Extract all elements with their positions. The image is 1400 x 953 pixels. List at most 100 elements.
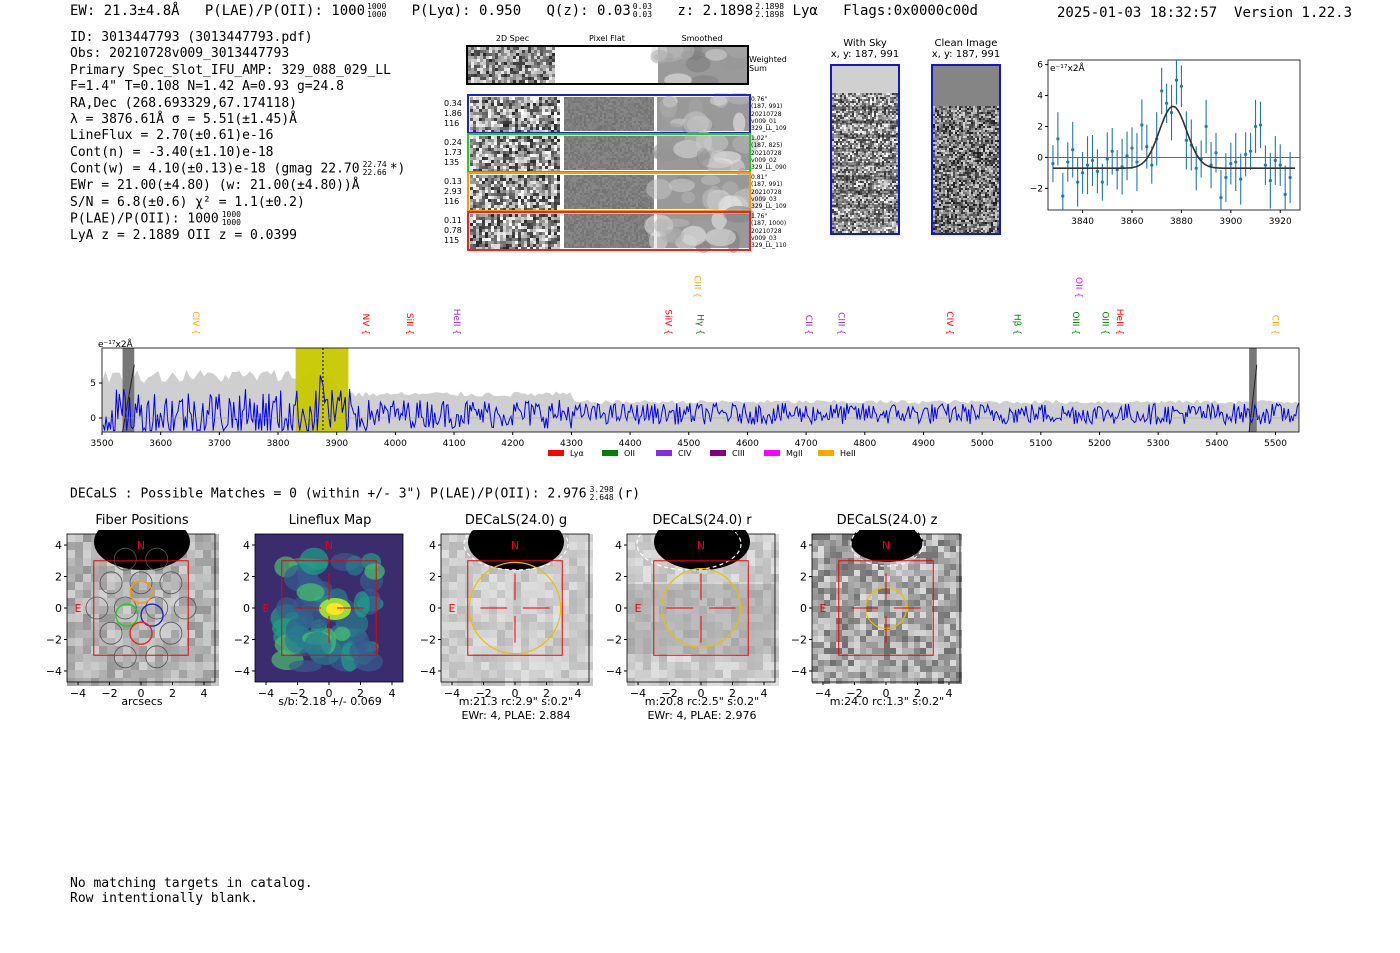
cutout-2d-pixel bbox=[557, 175, 560, 178]
cutout-flat-pixel bbox=[566, 123, 568, 125]
cutout-flat-pixel bbox=[592, 193, 594, 195]
cutout-flat-pixel bbox=[642, 156, 644, 158]
cutout-flat-pixel bbox=[596, 121, 598, 123]
cutout-2d-pixel bbox=[485, 238, 488, 241]
cutout-flat-pixel bbox=[614, 97, 616, 99]
cutout-flat-pixel bbox=[608, 115, 610, 117]
weighted-2d-pixel bbox=[483, 71, 486, 74]
cutout-flat-pixel bbox=[634, 191, 636, 193]
cutout-2d-pixel bbox=[503, 235, 506, 238]
cutout-flat-pixel bbox=[588, 181, 590, 183]
cutout-flat-pixel bbox=[618, 201, 620, 203]
cutout-2d-pixel bbox=[530, 115, 533, 118]
cutout-flat-pixel bbox=[576, 140, 578, 142]
cutout-2d-pixel bbox=[476, 217, 479, 220]
cutout-2d-pixel bbox=[530, 112, 533, 115]
cutout-flat-pixel bbox=[628, 117, 630, 119]
cutout-2d-pixel bbox=[494, 235, 497, 238]
cutout-flat-pixel bbox=[598, 179, 600, 181]
cutout-2d-pixel bbox=[518, 97, 521, 100]
cutout-2d-pixel bbox=[485, 190, 488, 193]
cutout-flat-pixel bbox=[634, 152, 636, 154]
cutout-2d-pixel bbox=[533, 115, 536, 118]
cutout-2d-pixel bbox=[509, 160, 512, 163]
cutout-flat-pixel bbox=[592, 199, 594, 201]
cutout-flat-pixel bbox=[564, 214, 566, 216]
cutout-2d-pixel bbox=[509, 157, 512, 160]
cutout-flat-pixel bbox=[594, 187, 596, 189]
cutout-flat-pixel bbox=[614, 199, 616, 201]
cutout-flat-pixel bbox=[582, 205, 584, 207]
cutout-2d-pixel bbox=[482, 241, 485, 244]
cutout-flat-pixel bbox=[592, 224, 594, 226]
cutout-flat-pixel bbox=[574, 199, 576, 201]
cutout-flat-pixel bbox=[574, 160, 576, 162]
cutout-flat-pixel bbox=[602, 156, 604, 158]
cutout-flat-pixel bbox=[612, 246, 614, 248]
cutout-flat-pixel bbox=[640, 107, 642, 109]
info-contw-text: Cont(w) = 4.10(±0.13)e-18 (gmag 22.70 bbox=[70, 161, 360, 177]
cutout-flat-pixel bbox=[638, 201, 640, 203]
cutout-2d-pixel bbox=[470, 226, 473, 229]
header-plae: P(LAE)/P(OII): 1000 bbox=[204, 3, 366, 19]
cutout-2d-pixel bbox=[488, 244, 491, 247]
cutout-flat-pixel bbox=[564, 238, 566, 240]
cutout-flat-pixel bbox=[630, 177, 632, 179]
cutout-flat-pixel bbox=[624, 158, 626, 160]
cutout-flat-pixel bbox=[584, 185, 586, 187]
cutout-2d-pixel bbox=[539, 187, 542, 190]
cutout-row bbox=[467, 128, 778, 181]
cutout-flat-pixel bbox=[628, 183, 630, 185]
cutout-flat-pixel bbox=[574, 207, 576, 209]
cutout-flat-pixel bbox=[594, 109, 596, 111]
cutout-flat-pixel bbox=[636, 103, 638, 105]
cutout-flat-pixel bbox=[618, 160, 620, 162]
cutout-flat-pixel bbox=[646, 218, 648, 220]
cutout-flat-pixel bbox=[578, 207, 580, 209]
cutout-flat-pixel bbox=[596, 115, 598, 117]
cutout-flat-pixel bbox=[594, 160, 596, 162]
cutout-flat-pixel bbox=[572, 150, 574, 152]
cutout-flat-pixel bbox=[626, 138, 628, 140]
cutout-flat-pixel bbox=[626, 117, 628, 119]
cutout-flat-pixel bbox=[634, 123, 636, 125]
cutout-flat-pixel bbox=[634, 234, 636, 236]
cutout-flat-pixel bbox=[568, 107, 570, 109]
cutout-flat-pixel bbox=[574, 216, 576, 218]
cutout-2d-pixel bbox=[506, 190, 509, 193]
cutout-flat-pixel bbox=[652, 142, 654, 144]
cutout-flat-pixel bbox=[618, 123, 620, 125]
cutout-2d-pixel bbox=[554, 154, 557, 157]
weighted-2d-pixel bbox=[504, 65, 507, 68]
cutout-2d-pixel bbox=[515, 163, 518, 166]
cutout-2d-pixel bbox=[488, 100, 491, 103]
cutout-2d-pixel bbox=[491, 157, 494, 160]
cutout-2d-pixel bbox=[539, 223, 542, 226]
cutout-flat-pixel bbox=[630, 222, 632, 224]
cutout-2d-pixel bbox=[473, 184, 476, 187]
cutout-flat-pixel bbox=[598, 224, 600, 226]
cutout-flat-pixel bbox=[570, 148, 572, 150]
cutout-2d-pixel bbox=[557, 187, 560, 190]
cutout-flat-pixel bbox=[624, 179, 626, 181]
cutout-2d-pixel bbox=[548, 109, 551, 112]
cutout-2d-pixel bbox=[551, 154, 554, 157]
cutout-flat-pixel bbox=[612, 218, 614, 220]
cutout-flat-pixel bbox=[574, 183, 576, 185]
cutout-flat-pixel bbox=[638, 109, 640, 111]
cutout-flat-pixel bbox=[646, 181, 648, 183]
cutout-2d-pixel bbox=[470, 190, 473, 193]
cutout-flat-pixel bbox=[628, 218, 630, 220]
cutout-2d-pixel bbox=[485, 103, 488, 106]
cutout-flat-pixel bbox=[576, 189, 578, 191]
cutout-flat-pixel bbox=[648, 234, 650, 236]
cutout-flat-pixel bbox=[578, 152, 580, 154]
cutout-flat-pixel bbox=[606, 195, 608, 197]
cutout-flat-pixel bbox=[574, 146, 576, 148]
cutout-flat-pixel bbox=[602, 240, 604, 242]
cutout-flat-pixel bbox=[634, 111, 636, 113]
cutout-flat-pixel bbox=[580, 183, 582, 185]
cutout-2d-pixel bbox=[506, 139, 509, 142]
cutout-smooth-blob bbox=[696, 147, 710, 169]
cutout-flat-pixel bbox=[622, 111, 624, 113]
